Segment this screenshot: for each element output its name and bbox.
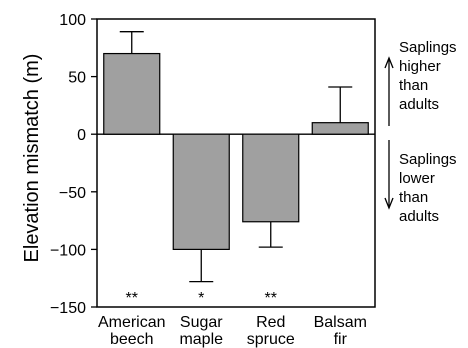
significance-marker: * <box>198 290 204 307</box>
y-tick-label: 100 <box>59 12 86 29</box>
annotation-up-text: than <box>399 77 428 94</box>
y-axis-label: Elevation mismatch (m) <box>21 54 43 263</box>
y-tick-label: −100 <box>50 242 86 259</box>
annotation-up-text: higher <box>399 58 441 75</box>
annotation-down-text: than <box>399 189 428 206</box>
direction-annotations: Saplings higher than adults Saplings lower tha… <box>384 39 457 225</box>
category-label: fir <box>334 331 348 348</box>
bar <box>242 133 300 223</box>
category-label: Balsam <box>314 314 367 331</box>
bar <box>311 122 369 135</box>
category-label: maple <box>179 331 223 348</box>
category-label: beech <box>110 331 154 348</box>
y-tick-label: 0 <box>77 127 86 144</box>
annotation-up-text: adults <box>399 96 439 113</box>
plot-frame <box>96 18 376 308</box>
y-tick-label: 50 <box>68 70 86 87</box>
down-arrow-head <box>384 197 394 210</box>
significance-marker: ** <box>265 290 277 307</box>
bar <box>172 133 230 250</box>
bar <box>103 52 161 135</box>
annotation-down-text: Saplings <box>399 151 457 168</box>
y-tick-label: −150 <box>50 300 86 317</box>
annotation-up-text: Saplings <box>399 39 457 56</box>
annotation-down-text: adults <box>399 208 439 225</box>
y-tick-label: −50 <box>59 185 86 202</box>
annotation-down-text: lower <box>399 170 435 187</box>
significance-marker: ** <box>126 290 138 307</box>
y-ticks: 100 50 0 −50 −100 −150 <box>50 12 97 317</box>
bars: ** * ** <box>103 31 369 307</box>
category-label: Sugar <box>180 314 223 331</box>
category-label: Red <box>256 314 285 331</box>
up-arrow-head <box>384 56 394 69</box>
category-label: American <box>98 314 166 331</box>
category-label: spruce <box>247 331 295 348</box>
